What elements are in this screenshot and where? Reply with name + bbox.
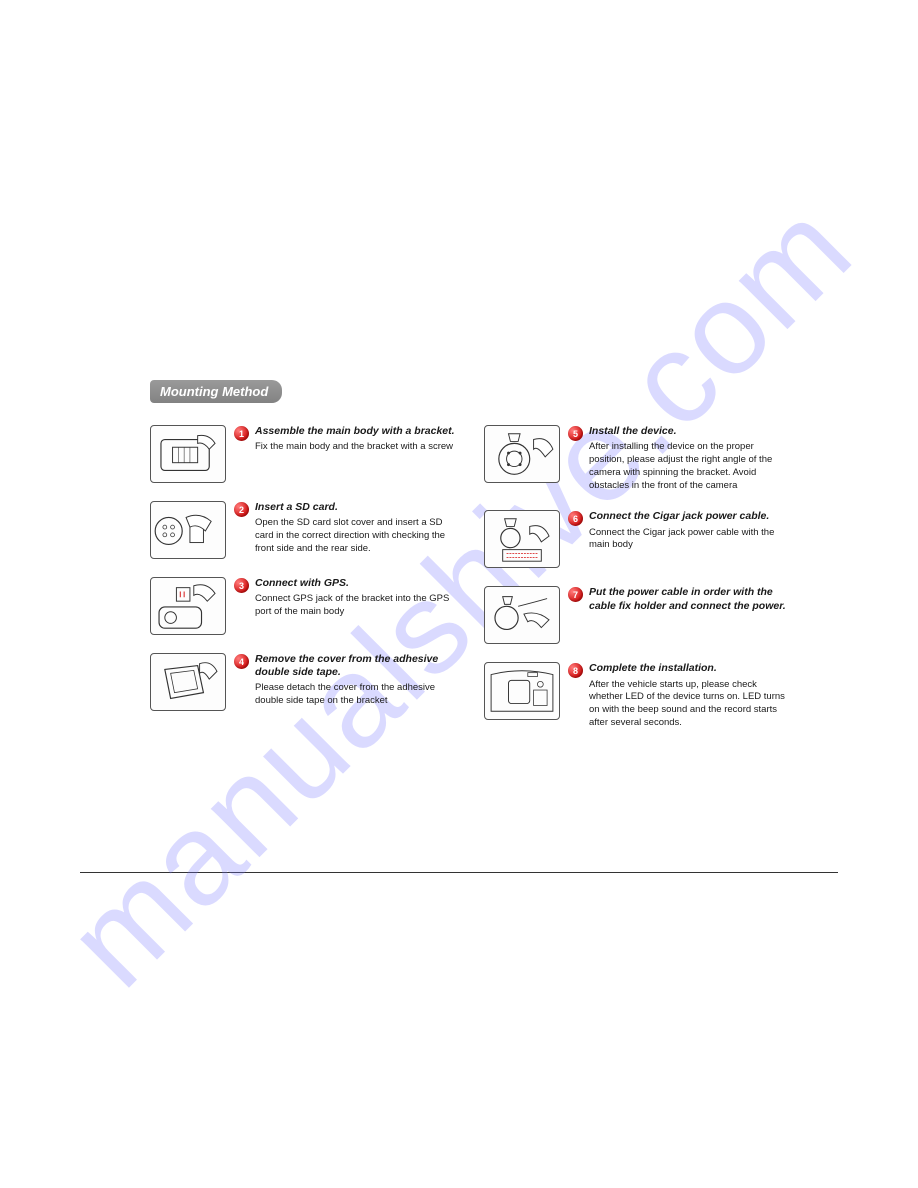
step-8: 8 Complete the installation. After the v…: [484, 662, 790, 729]
step-5-thumb: [484, 425, 560, 483]
section-title: Mounting Method: [150, 380, 282, 403]
step-4-title: Remove the cover from the adhesive doubl…: [255, 653, 456, 679]
step-2-thumb: [150, 501, 226, 559]
step-5: 5 Install the device. After installing t…: [484, 425, 790, 492]
step-6: 6 Connect the Cigar jack power cable. Co…: [484, 510, 790, 568]
step-8-body: After the vehicle starts up, please chec…: [589, 679, 790, 730]
step-3-thumb: [150, 577, 226, 635]
content-area: Mounting Method: [150, 380, 790, 730]
step-6-text: 6 Connect the Cigar jack power cable. Co…: [568, 510, 790, 552]
step-8-title: Complete the installation.: [589, 662, 790, 675]
manual-page: manualshive.com Mounting Method: [0, 0, 918, 1188]
step-4-text: 4 Remove the cover from the adhesive dou…: [234, 653, 456, 708]
step-5-text: 5 Install the device. After installing t…: [568, 425, 790, 492]
step-1-text: 1 Assemble the main body with a bracket.…: [234, 425, 456, 454]
step-6-body: Connect the Cigar jack power cable with …: [589, 527, 790, 553]
step-badge-5: 5: [568, 426, 583, 441]
step-4-thumb: [150, 653, 226, 711]
right-column: 5 Install the device. After installing t…: [484, 425, 790, 730]
step-3-title: Connect with GPS.: [255, 577, 456, 590]
step-3: 3 Connect with GPS. Connect GPS jack of …: [150, 577, 456, 635]
step-2-title: Insert a SD card.: [255, 501, 456, 514]
tape-cover-icon: [151, 654, 225, 710]
step-badge-8: 8: [568, 663, 583, 678]
step-7-text: 7 Put the power cable in order with the …: [568, 586, 790, 615]
columns: 1 Assemble the main body with a bracket.…: [150, 425, 790, 730]
step-7-thumb: [484, 586, 560, 644]
step-8-text: 8 Complete the installation. After the v…: [568, 662, 790, 729]
step-badge-3: 3: [234, 578, 249, 593]
step-1-thumb: [150, 425, 226, 483]
step-badge-7: 7: [568, 587, 583, 602]
step-6-title: Connect the Cigar jack power cable.: [589, 510, 790, 523]
step-4: 4 Remove the cover from the adhesive dou…: [150, 653, 456, 711]
step-1: 1 Assemble the main body with a bracket.…: [150, 425, 456, 483]
step-2-text: 2 Insert a SD card. Open the SD card slo…: [234, 501, 456, 556]
step-7: 7 Put the power cable in order with the …: [484, 586, 790, 644]
left-column: 1 Assemble the main body with a bracket.…: [150, 425, 456, 730]
cable-route-icon: [485, 587, 559, 643]
step-8-thumb: [484, 662, 560, 720]
cigar-jack-icon: [485, 511, 559, 567]
step-5-body: After installing the device on the prope…: [589, 441, 790, 492]
step-3-text: 3 Connect with GPS. Connect GPS jack of …: [234, 577, 456, 619]
step-badge-1: 1: [234, 426, 249, 441]
step-3-body: Connect GPS jack of the bracket into the…: [255, 593, 456, 619]
step-badge-6: 6: [568, 511, 583, 526]
step-6-thumb: [484, 510, 560, 568]
divider-line: [80, 872, 838, 873]
step-5-title: Install the device.: [589, 425, 790, 438]
step-2: 2 Insert a SD card. Open the SD card slo…: [150, 501, 456, 559]
sd-card-icon: [151, 502, 225, 558]
step-7-title: Put the power cable in order with the ca…: [589, 586, 790, 612]
bracket-assembly-icon: [151, 426, 225, 482]
car-interior-icon: [485, 663, 559, 719]
step-1-title: Assemble the main body with a bracket.: [255, 425, 456, 438]
step-1-body: Fix the main body and the bracket with a…: [255, 441, 456, 454]
install-device-icon: [485, 426, 559, 482]
step-4-body: Please detach the cover from the adhesiv…: [255, 682, 456, 708]
step-badge-2: 2: [234, 502, 249, 517]
gps-connect-icon: [151, 578, 225, 634]
step-badge-4: 4: [234, 654, 249, 669]
step-2-body: Open the SD card slot cover and insert a…: [255, 517, 456, 555]
